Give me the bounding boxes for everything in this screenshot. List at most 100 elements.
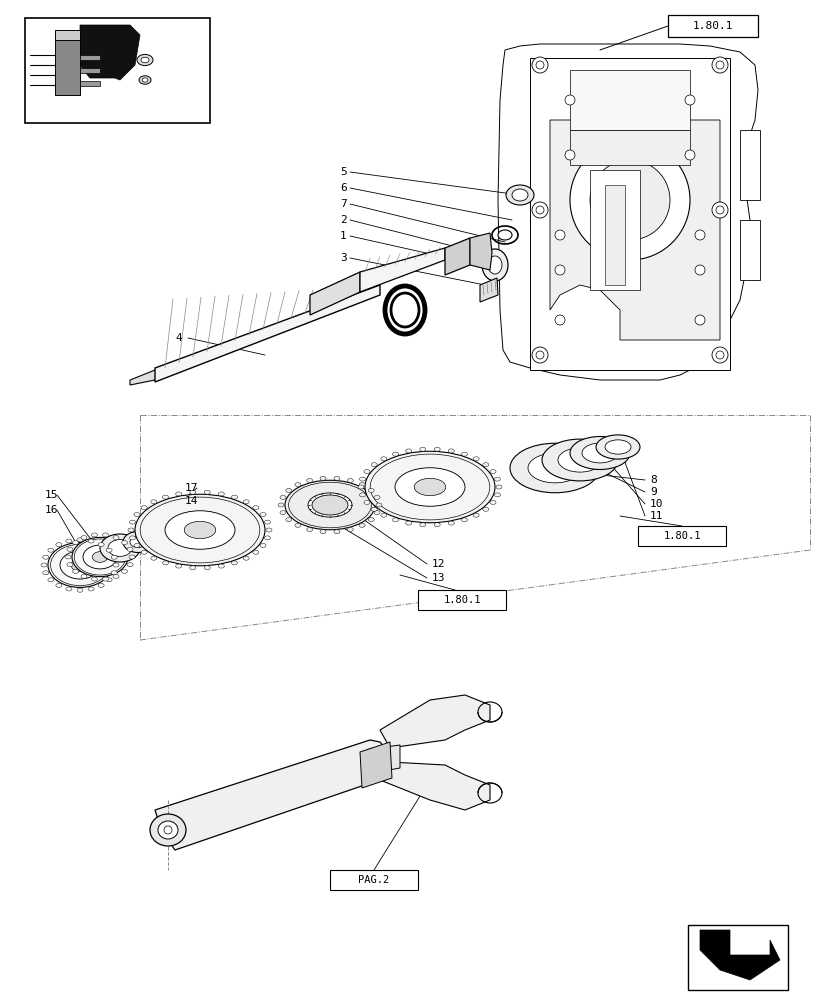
Ellipse shape [141, 57, 149, 63]
Ellipse shape [66, 539, 72, 543]
Ellipse shape [405, 449, 411, 453]
Polygon shape [605, 185, 624, 285]
Text: 17: 17 [184, 483, 198, 493]
Ellipse shape [370, 463, 377, 467]
Ellipse shape [374, 495, 380, 499]
Polygon shape [470, 233, 491, 270]
Text: 1.80.1: 1.80.1 [692, 21, 733, 31]
Ellipse shape [711, 57, 727, 73]
Ellipse shape [433, 447, 440, 451]
Ellipse shape [285, 518, 291, 522]
Ellipse shape [108, 540, 131, 556]
Ellipse shape [91, 577, 98, 581]
Text: 4: 4 [174, 333, 182, 343]
Ellipse shape [60, 551, 100, 579]
Ellipse shape [252, 550, 259, 554]
Ellipse shape [532, 202, 547, 218]
Ellipse shape [43, 571, 49, 575]
Text: 1: 1 [340, 231, 347, 241]
Ellipse shape [134, 543, 140, 547]
Ellipse shape [694, 230, 704, 240]
Ellipse shape [103, 533, 108, 537]
Ellipse shape [447, 449, 454, 453]
Ellipse shape [554, 230, 564, 240]
Ellipse shape [461, 518, 467, 522]
Ellipse shape [362, 748, 386, 768]
Ellipse shape [81, 574, 87, 578]
Ellipse shape [306, 478, 313, 482]
Polygon shape [569, 130, 689, 165]
Ellipse shape [405, 521, 411, 525]
Ellipse shape [284, 480, 375, 530]
Bar [330, 870, 418, 890]
Ellipse shape [569, 436, 629, 470]
Ellipse shape [374, 511, 380, 515]
Ellipse shape [684, 150, 694, 160]
Ellipse shape [73, 541, 79, 545]
Ellipse shape [285, 488, 291, 492]
Ellipse shape [122, 541, 127, 545]
Ellipse shape [535, 351, 543, 359]
Polygon shape [378, 745, 399, 772]
Polygon shape [80, 25, 140, 80]
Text: 7: 7 [340, 199, 347, 209]
Text: 8: 8 [649, 475, 656, 485]
Ellipse shape [365, 451, 495, 523]
Ellipse shape [554, 315, 564, 325]
Ellipse shape [71, 559, 88, 571]
Ellipse shape [184, 521, 216, 539]
Ellipse shape [139, 76, 151, 84]
Ellipse shape [481, 249, 508, 281]
Ellipse shape [83, 545, 117, 569]
Ellipse shape [364, 500, 370, 504]
Ellipse shape [218, 492, 224, 496]
Ellipse shape [41, 563, 47, 567]
Ellipse shape [711, 202, 727, 218]
Ellipse shape [419, 447, 425, 451]
Ellipse shape [112, 536, 119, 540]
Ellipse shape [289, 482, 371, 528]
Ellipse shape [569, 140, 689, 260]
Ellipse shape [482, 507, 488, 511]
Ellipse shape [140, 497, 260, 563]
Ellipse shape [100, 534, 140, 562]
Ellipse shape [535, 61, 543, 69]
Ellipse shape [67, 563, 73, 567]
Ellipse shape [715, 351, 723, 359]
Ellipse shape [554, 265, 564, 275]
Polygon shape [739, 220, 759, 280]
Ellipse shape [528, 453, 581, 483]
Ellipse shape [482, 463, 488, 467]
Ellipse shape [141, 550, 147, 554]
Polygon shape [360, 742, 391, 788]
Polygon shape [55, 30, 80, 40]
Polygon shape [699, 930, 779, 980]
Ellipse shape [162, 561, 169, 565]
Bar [687, 925, 787, 990]
Ellipse shape [150, 814, 186, 846]
Ellipse shape [141, 506, 147, 510]
Polygon shape [380, 762, 490, 810]
Ellipse shape [111, 571, 117, 575]
Ellipse shape [232, 561, 237, 565]
Ellipse shape [312, 495, 347, 515]
Ellipse shape [252, 506, 259, 510]
Ellipse shape [433, 523, 440, 527]
Ellipse shape [106, 578, 112, 582]
Ellipse shape [419, 523, 425, 527]
Ellipse shape [359, 493, 365, 497]
Text: 10: 10 [649, 499, 662, 509]
Ellipse shape [294, 483, 300, 487]
Polygon shape [55, 40, 80, 95]
Ellipse shape [294, 523, 300, 527]
Ellipse shape [495, 485, 501, 489]
Ellipse shape [595, 435, 639, 459]
Ellipse shape [218, 564, 224, 568]
Ellipse shape [134, 513, 140, 517]
Ellipse shape [130, 536, 146, 548]
Ellipse shape [127, 563, 133, 567]
Ellipse shape [189, 566, 195, 570]
Ellipse shape [77, 588, 83, 592]
Bar [418, 590, 505, 610]
Ellipse shape [280, 511, 285, 515]
